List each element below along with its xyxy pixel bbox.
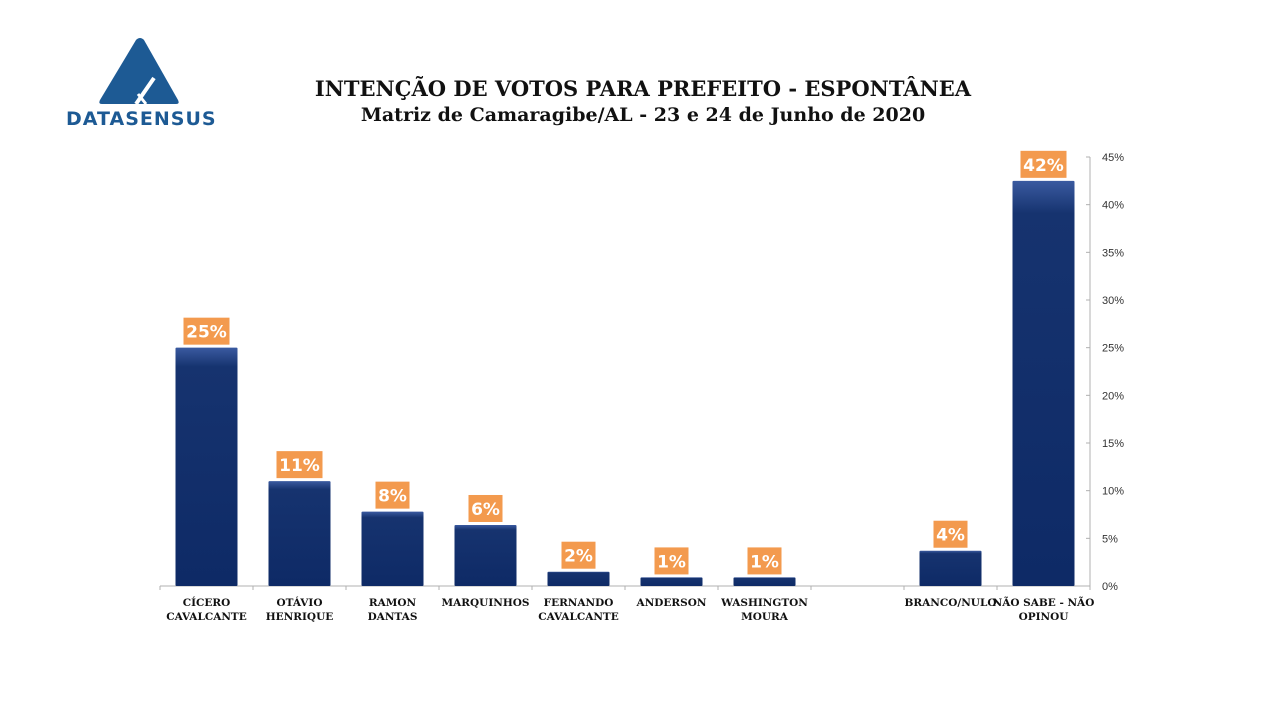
category-label: MOURA [741,611,789,623]
data-label-box [468,494,503,522]
category-label: HENRIQUE [266,611,333,623]
category-label: CAVALCANTE [538,611,619,623]
category-label: ANDERSON [636,597,707,609]
data-label-box [183,317,230,345]
bar [919,550,982,586]
logo-text: DATASENSUS [66,108,217,130]
data-label: 1% [750,552,779,572]
category-label: BRANCO/NULO [905,597,997,609]
y-tick-label: 5% [1102,533,1118,545]
y-tick-label: 20% [1102,390,1124,402]
data-label: 4% [936,526,965,546]
category-label: FERNANDO [544,597,614,609]
data-label-box [561,541,596,569]
data-label: 42% [1023,156,1064,176]
bar [1012,180,1075,587]
data-label: 8% [378,487,407,507]
triangle-mountain-logo-icon [99,38,179,106]
data-label: 2% [564,547,593,567]
data-label-box [1020,150,1067,178]
y-tick-label: 40% [1102,200,1124,212]
data-label-box [654,547,689,575]
bar [640,577,703,586]
data-label-box [747,547,782,575]
bar [361,511,424,586]
category-label: OPINOU [1019,611,1069,623]
data-label: 11% [279,456,320,476]
data-label: 25% [186,323,227,343]
y-tick-label: 10% [1102,486,1124,498]
data-label: 1% [657,552,686,572]
y-tick-label: 15% [1102,438,1124,450]
bar [454,524,517,586]
category-label: RAMON [369,597,417,609]
bar [175,347,238,586]
y-tick-label: 30% [1102,295,1124,307]
data-label-box [276,451,323,479]
category-label: MARQUINHOS [442,597,530,609]
bar [268,481,331,586]
data-label-box [375,481,410,509]
chart-title: INTENÇÃO DE VOTOS PARA PREFEITO - ESPONT… [314,76,972,101]
category-label: CÍCERO [183,595,231,609]
category-label: OTÁVIO [277,595,323,609]
data-label-box [933,520,968,548]
bar [733,577,796,586]
category-label: WASHINGTON [720,597,808,609]
y-tick-label: 0% [1102,581,1118,593]
bar [547,571,610,586]
datasensus-logo: DATASENSUS [66,36,217,132]
chart-subtitle: Matriz de Camaragibe/AL - 23 e 24 de Jun… [360,104,926,126]
y-tick-label: 45% [1102,152,1124,164]
category-label: NÃO SABE - NÃO [993,595,1095,609]
y-tick-label: 25% [1102,343,1124,355]
y-tick-label: 35% [1102,247,1124,259]
category-label: CAVALCANTE [166,611,247,623]
data-label: 6% [471,500,500,520]
category-label: DANTAS [368,611,418,623]
